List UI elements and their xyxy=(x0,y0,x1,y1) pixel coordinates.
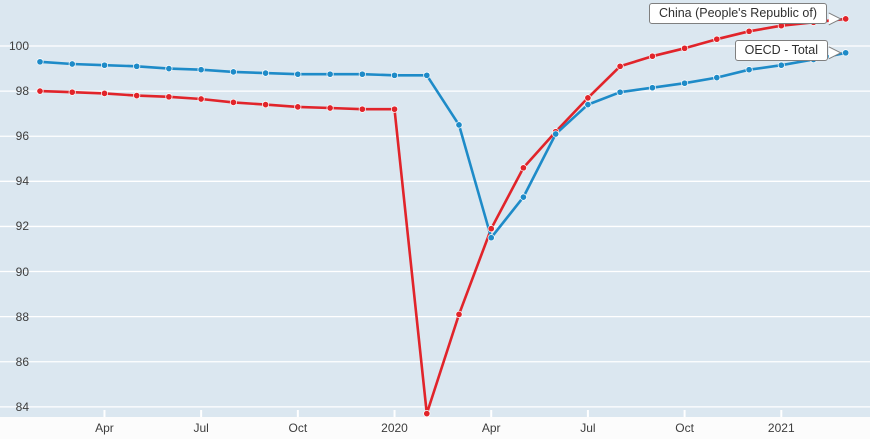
data-point-oecd[interactable] xyxy=(358,70,366,78)
y-tick-label: 84 xyxy=(15,399,29,414)
series-label-oecd-text: OECD - Total xyxy=(744,43,818,57)
chart-plot-area: 84 86 88 90 92 94 96 98 100 China (People's Repu… xyxy=(0,0,870,417)
data-point-china[interactable] xyxy=(390,105,399,113)
x-tick-label: Oct xyxy=(675,421,694,435)
data-point-oecd[interactable] xyxy=(487,234,495,242)
data-point-china[interactable] xyxy=(326,104,334,112)
data-point-china[interactable] xyxy=(519,164,527,172)
x-tick-label: Oct xyxy=(288,421,308,435)
y-tick-label: 94 xyxy=(15,174,29,189)
x-tick-label: Apr xyxy=(95,421,114,435)
plot-canvas xyxy=(0,12,870,417)
data-point-oecd[interactable] xyxy=(197,66,205,74)
callout-pointer-oecd xyxy=(828,46,842,60)
x-axis-labels: Apr Jul Oct 2020 Apr Jul Oct 2021 xyxy=(0,417,870,439)
data-point-oecd[interactable] xyxy=(519,193,527,201)
data-point-china[interactable] xyxy=(423,410,431,417)
series-line-china xyxy=(39,17,846,415)
data-point-china[interactable] xyxy=(616,62,624,70)
data-point-oecd[interactable] xyxy=(681,79,689,87)
data-point-china[interactable] xyxy=(487,225,495,233)
data-point-oecd[interactable] xyxy=(713,74,721,82)
data-point-oecd[interactable] xyxy=(552,130,560,138)
x-tick-label: Jul xyxy=(193,421,209,435)
data-point-oecd[interactable] xyxy=(100,61,109,69)
data-point-oecd[interactable] xyxy=(165,65,173,73)
series-label-china: China (People's Republic of) xyxy=(648,3,827,24)
data-point-oecd[interactable] xyxy=(229,68,237,76)
data-point-china[interactable] xyxy=(36,87,44,95)
data-point-china[interactable] xyxy=(842,15,850,23)
data-point-china[interactable] xyxy=(262,101,270,109)
y-tick-label: 98 xyxy=(15,84,29,99)
data-point-china[interactable] xyxy=(294,103,302,111)
data-point-china[interactable] xyxy=(133,92,141,100)
y-tick-label: 88 xyxy=(15,309,29,324)
data-point-oecd[interactable] xyxy=(777,61,785,69)
x-tick-label: 2020 xyxy=(381,421,408,435)
data-point-oecd[interactable] xyxy=(842,49,850,57)
y-tick-label: 100 xyxy=(8,39,29,53)
y-tick-label: 96 xyxy=(15,129,29,144)
callout-pointer-china xyxy=(828,12,842,26)
series-label-china-text: China (People's Republic of) xyxy=(658,6,817,20)
data-point-oecd[interactable] xyxy=(648,84,656,92)
data-point-oecd[interactable] xyxy=(455,121,463,129)
y-tick-label: 86 xyxy=(15,354,29,369)
data-point-oecd[interactable] xyxy=(262,69,270,77)
data-point-oecd[interactable] xyxy=(584,101,592,109)
data-point-oecd[interactable] xyxy=(294,70,302,78)
data-point-oecd[interactable] xyxy=(326,70,334,78)
data-point-china[interactable] xyxy=(100,89,109,97)
y-tick-label: 92 xyxy=(15,219,29,234)
y-tick-label: 90 xyxy=(15,264,29,279)
data-point-china[interactable] xyxy=(68,88,76,96)
x-tick-label: Jul xyxy=(580,421,596,435)
data-point-china[interactable] xyxy=(229,98,237,106)
data-point-oecd[interactable] xyxy=(36,58,44,66)
data-point-oecd[interactable] xyxy=(390,71,399,79)
x-tick-label: Apr xyxy=(481,421,501,435)
x-tick-label: 2021 xyxy=(767,421,795,435)
data-point-oecd[interactable] xyxy=(423,71,431,79)
data-point-china[interactable] xyxy=(455,310,463,318)
series-label-oecd: OECD - Total xyxy=(734,40,828,61)
data-point-oecd[interactable] xyxy=(745,66,753,74)
data-point-china[interactable] xyxy=(713,35,721,43)
data-point-china[interactable] xyxy=(745,27,753,35)
data-point-china[interactable] xyxy=(358,105,366,113)
data-point-china[interactable] xyxy=(197,95,205,103)
data-point-china[interactable] xyxy=(584,94,592,102)
series-line-oecd xyxy=(39,51,846,239)
data-point-oecd[interactable] xyxy=(133,62,141,70)
data-point-china[interactable] xyxy=(165,93,173,101)
data-point-china[interactable] xyxy=(681,44,689,52)
data-point-oecd[interactable] xyxy=(616,88,624,96)
data-point-china[interactable] xyxy=(648,52,656,60)
data-point-oecd[interactable] xyxy=(68,60,76,68)
